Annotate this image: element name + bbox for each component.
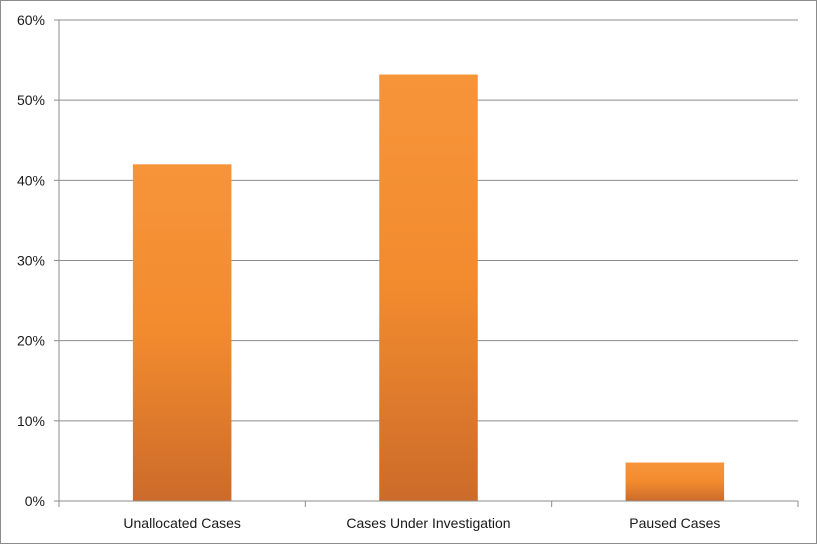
- y-tick-label: 10%: [17, 413, 45, 429]
- y-tick-label: 30%: [17, 253, 45, 269]
- bars: [132, 74, 725, 502]
- axes: [54, 19, 799, 507]
- bar: [625, 462, 725, 501]
- y-tick-label: 50%: [17, 92, 45, 108]
- x-category-label: Unallocated Cases: [123, 515, 241, 531]
- x-category-label: Cases Under Investigation: [346, 515, 510, 531]
- x-category-label: Paused Cases: [629, 515, 720, 531]
- y-tick-label: 40%: [17, 172, 45, 188]
- y-tick-label: 20%: [17, 333, 45, 349]
- labels: 0% 10% 20% 30% 40% 50% 60% Unallocated Cases Cas…: [17, 12, 720, 531]
- bar: [379, 74, 478, 501]
- bar: [132, 164, 232, 502]
- y-tick-label: 60%: [17, 12, 45, 28]
- y-tick-label: 0%: [25, 493, 45, 509]
